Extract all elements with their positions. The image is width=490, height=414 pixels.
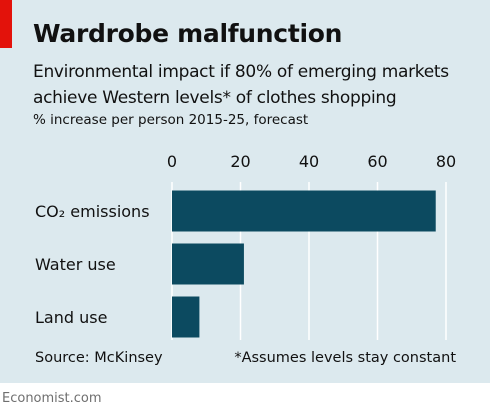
footnote: *Assumes levels stay constant	[234, 350, 456, 366]
x-tick-label: 40	[299, 152, 319, 171]
category-labels: CO₂ emissions Water use Land use	[35, 202, 150, 327]
bars	[172, 190, 436, 338]
chart-title: Wardrobe malfunction	[33, 19, 343, 48]
chart-unit-label: % increase per person 2015-25, forecast	[33, 112, 309, 128]
x-tick-label: 20	[230, 152, 250, 171]
bar-chart: 0 20 40 60 80 CO₂ emissions Water use Land use	[35, 152, 456, 340]
category-label: Water use	[35, 255, 116, 274]
chart-card: Wardrobe malfunction Environmental impac…	[0, 0, 490, 383]
source-note: Source: McKinsey	[35, 350, 163, 366]
category-label: Land use	[35, 308, 107, 327]
chart-subtitle: Environmental impact if 80% of emerging …	[33, 59, 449, 111]
chart-subtitle-line-2: achieve Western levels* of clothes shopp…	[33, 88, 397, 108]
bar	[172, 190, 436, 232]
x-tick-label: 0	[167, 152, 177, 171]
bar	[172, 296, 200, 338]
bar	[172, 243, 244, 285]
chart-subtitle-line-1: Environmental impact if 80% of emerging …	[33, 62, 449, 82]
category-label: CO₂ emissions	[35, 202, 150, 221]
x-tick-labels: 0 20 40 60 80	[167, 152, 456, 171]
brand-accent-bar	[0, 0, 12, 48]
x-tick-label: 80	[436, 152, 456, 171]
x-tick-label: 60	[367, 152, 387, 171]
brand-wordmark: Economist.com	[2, 391, 102, 406]
